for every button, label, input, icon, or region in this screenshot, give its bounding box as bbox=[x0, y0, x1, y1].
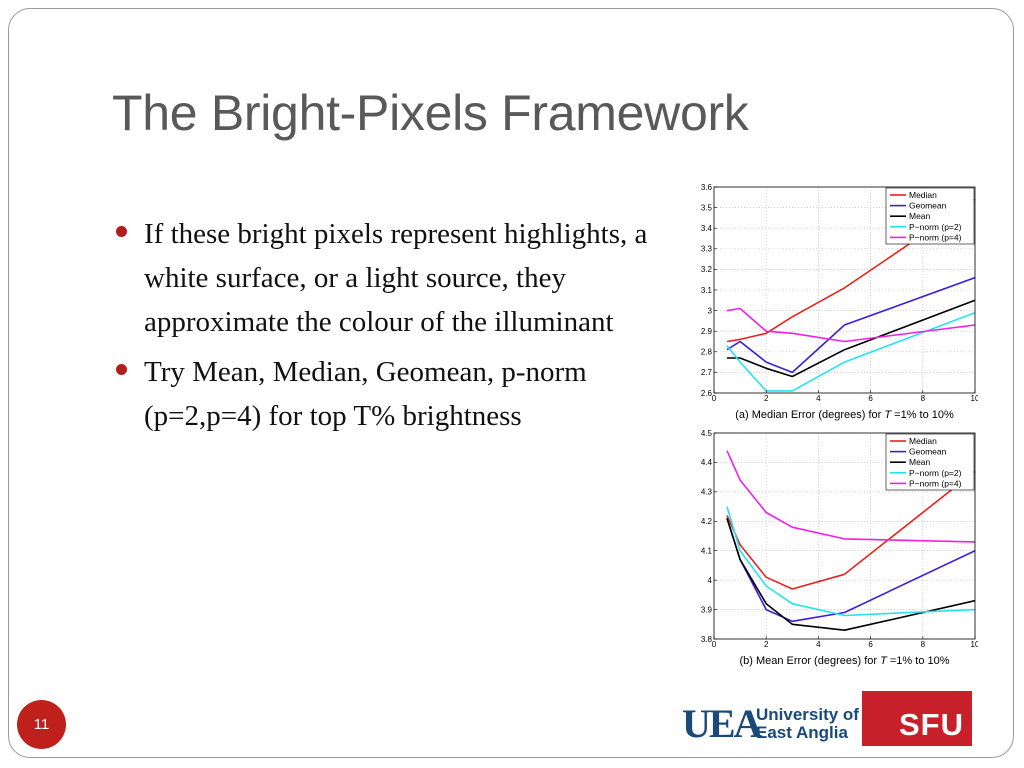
x-tick-label: 4 bbox=[816, 640, 821, 649]
y-tick-label: 3.1 bbox=[701, 286, 713, 295]
series-line-p-norm-p-4- bbox=[726, 307, 975, 343]
y-tick-label: 3.3 bbox=[701, 245, 713, 254]
chart-caption: (a) Median Error (degrees) for T =1% to … bbox=[735, 409, 954, 421]
x-tick-label: 8 bbox=[921, 394, 926, 403]
series-line-median bbox=[726, 198, 975, 343]
x-tick-label: 2 bbox=[764, 394, 769, 403]
legend-label: Median bbox=[909, 190, 937, 200]
x-tick-label: 10 bbox=[971, 640, 978, 649]
y-tick-label: 3.6 bbox=[701, 183, 713, 192]
x-tick-label: 10 bbox=[971, 394, 978, 403]
x-tick-label: 0 bbox=[712, 394, 717, 403]
bullet-text: Try Mean, Median, Geomean, p-norm (p=2,p… bbox=[144, 356, 587, 432]
series-line-median bbox=[726, 470, 975, 590]
sfu-logo: SFU bbox=[862, 691, 972, 746]
slide-title: The Bright-Pixels Framework bbox=[112, 85, 749, 141]
chart-svg: 0 2 4 6 8 10 2.6 2.7 2.8 2.9 3 3.1 3.2 3.3 3.4 3.5 3.6 Me… bbox=[701, 183, 978, 421]
uea-logo-line: University of bbox=[756, 705, 859, 724]
bullet-dot-icon bbox=[116, 226, 127, 237]
legend-label: Mean bbox=[909, 457, 931, 467]
y-tick-label: 2.9 bbox=[701, 327, 713, 336]
series-line-geomean bbox=[726, 276, 975, 374]
y-tick-label: 2.7 bbox=[701, 368, 713, 377]
y-tick-label: 4.1 bbox=[701, 547, 713, 556]
median-error-chart: 0 2 4 6 8 10 2.6 2.7 2.8 2.9 3 3.1 3.2 3.3 3.4 3.5 3.6 Me… bbox=[686, 182, 978, 428]
series-group bbox=[726, 450, 975, 631]
bullet-text: If these bright pixels represent highlig… bbox=[144, 218, 648, 338]
y-tick-label: 3.9 bbox=[701, 605, 713, 614]
y-tick-label: 4.4 bbox=[701, 458, 713, 467]
bullet-item: Try Mean, Median, Geomean, p-norm (p=2,p… bbox=[112, 350, 672, 438]
slide-frame bbox=[8, 8, 1014, 758]
x-tick-label: 6 bbox=[868, 640, 873, 649]
legend-label: P−norm (p=4) bbox=[909, 478, 962, 488]
y-tick-label: 2.6 bbox=[701, 389, 713, 398]
y-tick-label: 3.4 bbox=[701, 224, 713, 233]
bullet-dot-icon bbox=[116, 364, 127, 375]
uea-logo-text: University of East Anglia bbox=[756, 706, 859, 742]
chart-caption: (b) Mean Error (degrees) for T =1% to 10… bbox=[739, 655, 949, 667]
bullet-item: If these bright pixels represent highlig… bbox=[112, 212, 672, 344]
legend-label: Geomean bbox=[909, 201, 947, 211]
legend-label: Median bbox=[909, 436, 937, 446]
mean-error-chart: 0 2 4 6 8 10 3.8 3.9 4 4.1 4.2 4.3 4.4 4.5 Median Geome… bbox=[686, 428, 978, 674]
y-tick-label: 4.5 bbox=[701, 429, 713, 438]
legend-label: Mean bbox=[909, 211, 931, 221]
chart-svg: 0 2 4 6 8 10 3.8 3.9 4 4.1 4.2 4.3 4.4 4.5 MedianGeome… bbox=[701, 429, 978, 667]
y-tick-label: 3.2 bbox=[701, 265, 713, 274]
series-line-p-norm-p-2- bbox=[726, 506, 975, 617]
series-line-p-norm-p-2- bbox=[726, 311, 975, 392]
series-line-p-norm-p-4- bbox=[726, 450, 975, 543]
plot-frame bbox=[713, 432, 976, 640]
y-tick-label: 4 bbox=[708, 576, 713, 585]
x-tick-label: 0 bbox=[712, 640, 717, 649]
series-group bbox=[726, 198, 975, 392]
y-tick-label: 4.3 bbox=[701, 488, 713, 497]
x-tick-label: 8 bbox=[921, 640, 926, 649]
y-tick-label: 3 bbox=[708, 306, 713, 315]
x-tick-label: 2 bbox=[764, 640, 769, 649]
y-tick-label: 3.8 bbox=[701, 635, 713, 644]
x-tick-label: 6 bbox=[868, 394, 873, 403]
sfu-logo-text: SFU bbox=[899, 707, 964, 742]
slide-number-badge: 11 bbox=[17, 700, 66, 749]
legend-label: P−norm (p=4) bbox=[909, 232, 962, 242]
legend-label: P−norm (p=2) bbox=[909, 222, 962, 232]
y-tick-label: 3.5 bbox=[701, 203, 713, 212]
uea-logo-line: East Anglia bbox=[756, 723, 848, 742]
x-tick-label: 4 bbox=[816, 394, 821, 403]
uea-logo-mark: UEA bbox=[682, 701, 762, 746]
legend-label: P−norm (p=2) bbox=[909, 468, 962, 478]
bullet-list: If these bright pixels represent highlig… bbox=[112, 212, 672, 444]
series-line-mean bbox=[726, 518, 975, 631]
series-line-mean bbox=[727, 299, 975, 378]
y-tick-label: 4.2 bbox=[701, 517, 713, 526]
y-tick-label: 2.8 bbox=[701, 348, 713, 357]
legend-label: Geomean bbox=[909, 447, 947, 457]
